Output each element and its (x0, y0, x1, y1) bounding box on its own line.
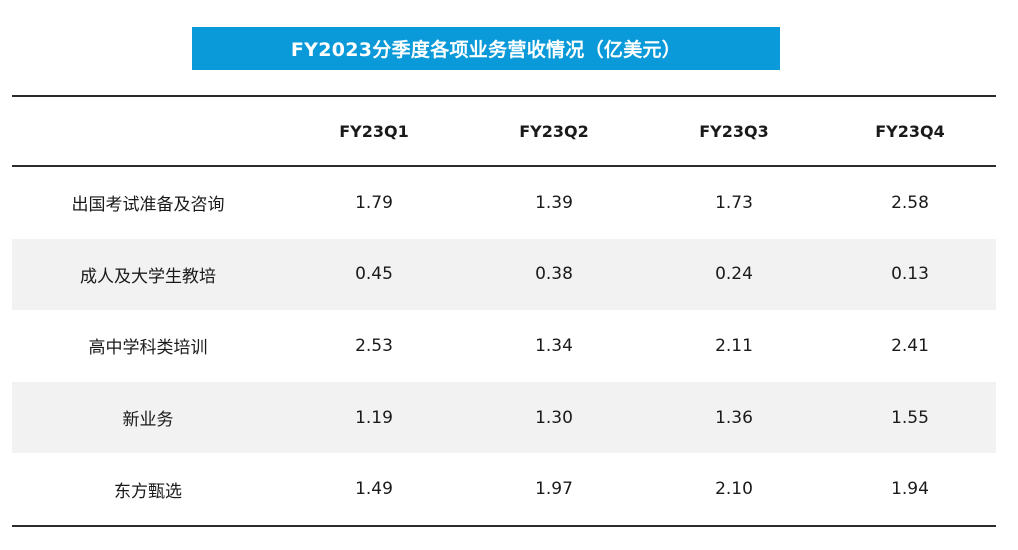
value-cell: 2.41 (891, 335, 929, 356)
table-title: FY2023分季度各项业务营收情况（亿美元） (192, 27, 780, 70)
row-label: 高中学科类培训 (88, 338, 208, 359)
value-cell: 1.79 (355, 192, 393, 213)
value-cell: 1.97 (535, 479, 573, 500)
table-title-text: FY2023分季度各项业务营收情况（亿美元） (290, 39, 682, 61)
row-label: 出国考试准备及咨询 (71, 195, 225, 216)
table-row: 高中学科类培训 2.53 1.34 2.11 2.41 (12, 310, 996, 382)
row-label: 新业务 (122, 410, 174, 431)
table-bottom-rule (12, 524, 996, 527)
value-cell: 1.30 (535, 407, 573, 428)
value-cell: 0.45 (355, 264, 393, 285)
header-cell-fy23q2: FY23Q2 (519, 121, 589, 141)
value-cell: 1.55 (891, 407, 929, 428)
value-cell: 2.58 (891, 192, 929, 213)
value-cell: 2.53 (355, 335, 393, 356)
value-cell: 0.38 (535, 264, 573, 285)
value-cell: 2.11 (715, 335, 753, 356)
value-cell: 1.34 (535, 335, 573, 356)
revenue-table: FY23Q1 FY23Q2 FY23Q3 FY23Q4 出国考试准备及咨询 1.… (12, 95, 996, 527)
value-cell: 1.36 (715, 407, 753, 428)
table-header-row: FY23Q1 FY23Q2 FY23Q3 FY23Q4 (12, 97, 996, 165)
value-cell: 0.13 (891, 264, 929, 285)
row-label: 成人及大学生教培 (80, 266, 216, 287)
table-row: 新业务 1.19 1.30 1.36 1.55 (12, 381, 996, 454)
header-cell-fy23q4: FY23Q4 (875, 121, 945, 141)
value-cell: 0.24 (715, 264, 753, 285)
value-cell: 1.73 (715, 192, 753, 213)
table-top-rule (12, 95, 996, 97)
header-cell-fy23q3: FY23Q3 (699, 121, 769, 141)
table-row: 东方甄选 1.49 1.97 2.10 1.94 (12, 453, 996, 525)
value-cell: 1.19 (355, 407, 393, 428)
table-row: 出国考试准备及咨询 1.79 1.39 1.73 2.58 (12, 167, 996, 239)
value-cell: 1.39 (535, 192, 573, 213)
header-cell-fy23q1: FY23Q1 (339, 121, 409, 141)
value-cell: 1.94 (891, 479, 929, 500)
table-row: 成人及大学生教培 0.45 0.38 0.24 0.13 (12, 238, 996, 311)
value-cell: 1.49 (355, 479, 393, 500)
table-header-rule (12, 165, 996, 167)
value-cell: 2.10 (715, 479, 753, 500)
row-label: 东方甄选 (114, 481, 182, 502)
